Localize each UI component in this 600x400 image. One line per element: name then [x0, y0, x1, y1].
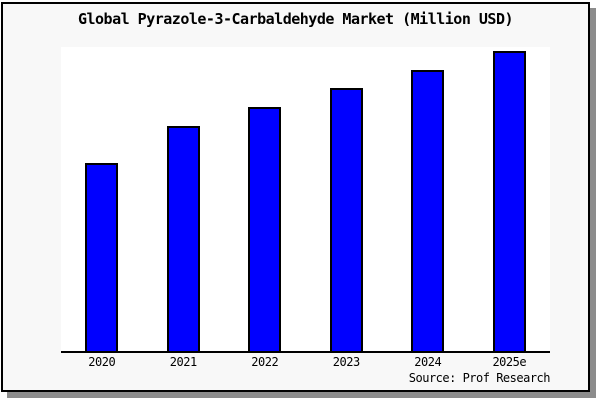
plot-area	[61, 47, 550, 353]
bar-2020	[85, 163, 119, 351]
bar-2021	[166, 125, 200, 351]
x-tick-label: 2024	[414, 355, 442, 369]
x-axis-labels: 2020 2021 2022 2023 2024 2025e	[61, 355, 550, 371]
source-credit: Source: Prof Research	[408, 371, 551, 385]
x-tick-label: 2020	[88, 355, 116, 369]
bar-2022	[248, 107, 282, 351]
chart-card: Global Pyrazole-3-Carbaldehyde Market (M…	[1, 2, 590, 392]
bar-2025e	[492, 50, 526, 351]
x-tick-label: 2021	[169, 355, 197, 369]
bar-2023	[329, 88, 363, 351]
x-tick-label: 2023	[332, 355, 360, 369]
x-tick-label: 2025e	[492, 355, 527, 369]
chart-title: Global Pyrazole-3-Carbaldehyde Market (M…	[77, 10, 514, 28]
bar-2024	[411, 69, 445, 351]
x-tick-label: 2022	[251, 355, 279, 369]
